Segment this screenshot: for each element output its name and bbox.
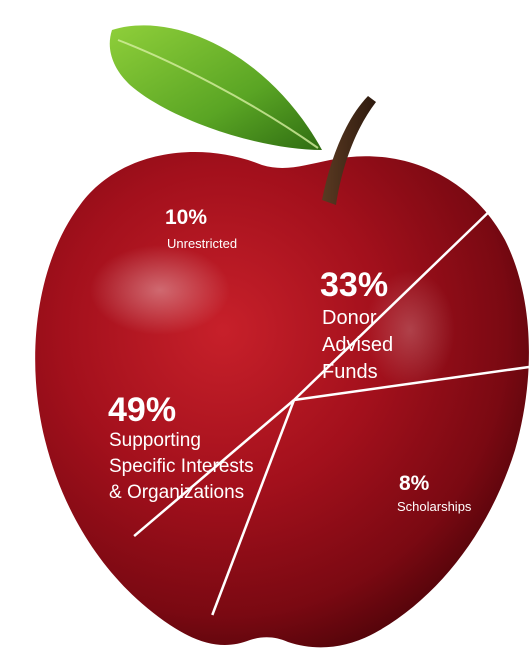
apple-highlight-2 [365,270,455,390]
slice-dividers [133,168,532,616]
divider-donor-scholarships [211,399,296,616]
value-label-scholarships: 8% [399,472,430,495]
apple-highlight [90,245,230,335]
divider-supporting-unrestricted [293,168,532,401]
category-label-supporting-line3: & Organizations [109,482,245,503]
apple-stem [322,96,376,205]
category-label-unrestricted: Unrestricted [167,236,238,251]
divider-scholarships-supporting [133,399,295,538]
category-label-donor-line1: Donor [322,307,377,329]
value-label-supporting: 49% [108,391,177,429]
category-label-supporting-line2: Specific Interests [109,456,254,477]
category-label-supporting-line1: Supporting [109,430,201,451]
leaf-vein [117,39,319,149]
value-label-unrestricted: 10% [165,206,208,229]
value-label-donor: 33% [320,266,389,304]
category-label-donor-line2: Advised [322,334,394,356]
category-label-scholarships: Scholarships [397,499,472,514]
category-label-donor-line3: Funds [322,361,378,383]
apple-leaf [109,25,322,150]
divider-unrestricted-donor [293,365,532,402]
